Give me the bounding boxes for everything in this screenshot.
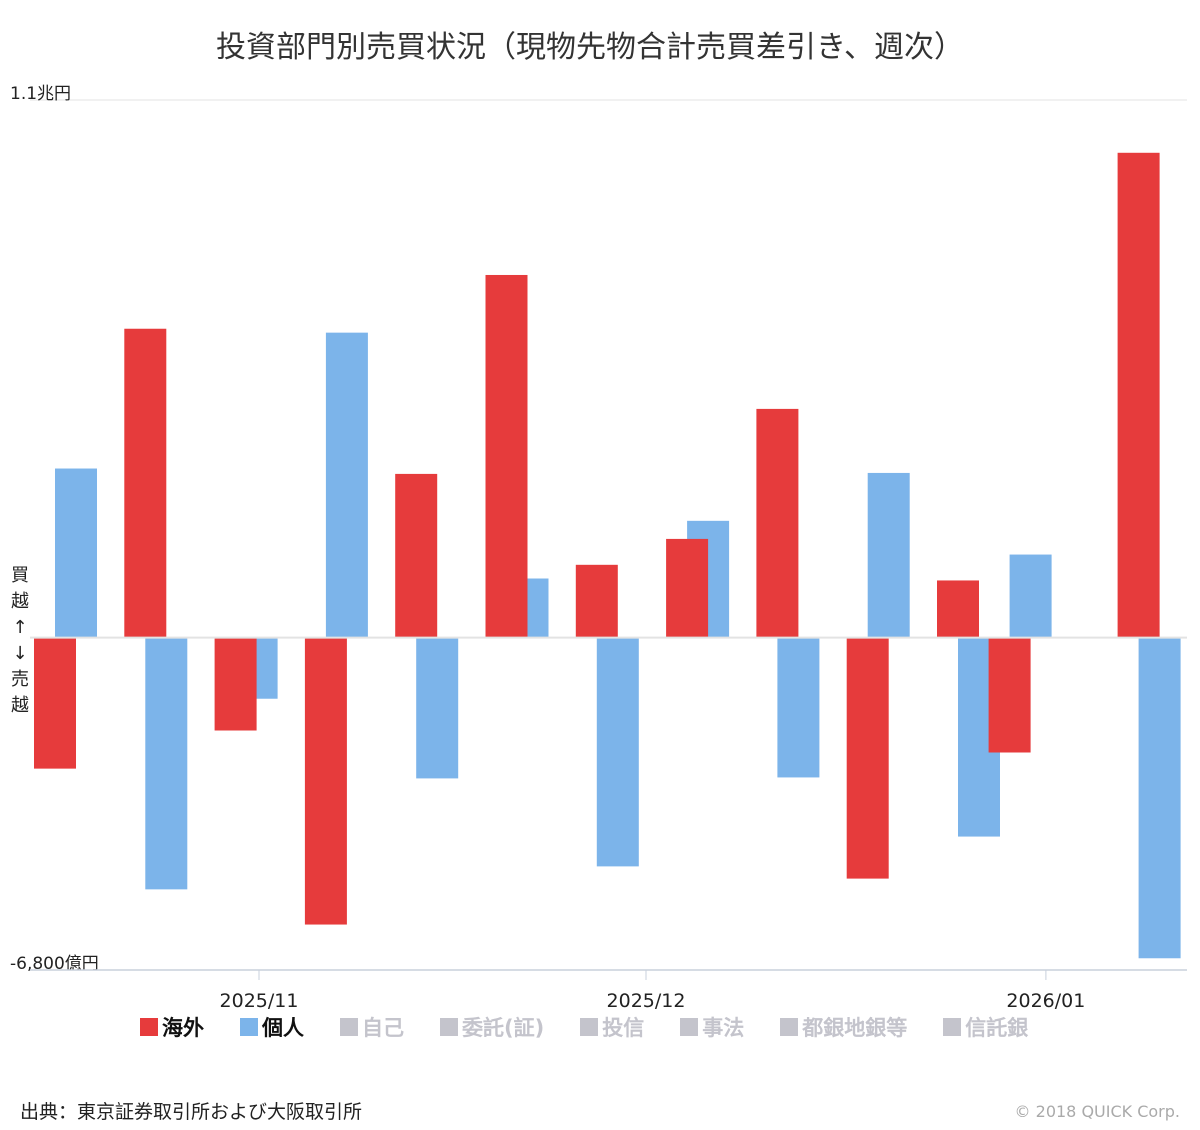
side-label-up: 越 xyxy=(11,591,29,612)
legend-label: 自己 xyxy=(362,1016,404,1040)
legend-label: 信託銀 xyxy=(965,1016,1029,1040)
bar-kaigai-2026-01-09[interactable] xyxy=(1117,152,1160,638)
x-ticks: 2025/11 2025/12 2026/01 xyxy=(220,970,1085,1012)
legend-label: 委託(証) xyxy=(462,1016,545,1040)
bar-kaigai-2025-12-12[interactable] xyxy=(756,408,799,638)
bar-kaigai-2025-10-31[interactable] xyxy=(214,637,257,731)
bar-kaigai-2025-11-07[interactable] xyxy=(304,637,347,925)
legend-item[interactable]: 都銀地銀等 xyxy=(780,1014,907,1040)
bar-kaigai-2025-11-14[interactable] xyxy=(395,473,438,638)
legend-label: 個人 xyxy=(262,1016,304,1040)
side-label-down: 越 xyxy=(11,695,29,716)
side-label-down: ↓ xyxy=(12,643,27,664)
x-tick-label: 2025/11 xyxy=(220,990,299,1012)
side-label-down: 売 xyxy=(11,669,29,690)
source-note: 出典：東京証券取引所および大阪取引所 xyxy=(20,1101,363,1123)
legend-item[interactable]: 委託(証) xyxy=(440,1014,544,1040)
legend-swatch xyxy=(340,1018,358,1036)
legend-label: 海外 xyxy=(162,1016,204,1040)
side-label-up: 買 xyxy=(11,565,29,586)
legend-item[interactable]: 事法 xyxy=(680,1014,744,1040)
bar-kojin-2025-12-30[interactable] xyxy=(1009,554,1052,638)
x-tick-label: 2025/12 xyxy=(607,990,686,1012)
bar-kaigai-2025-12-30[interactable] xyxy=(988,637,1031,753)
legend-swatch xyxy=(580,1018,599,1036)
bar-kojin-2025-11-14[interactable] xyxy=(416,637,459,779)
bar-kojin-2025-11-28[interactable] xyxy=(596,637,639,867)
x-tick-label: 2026/01 xyxy=(1006,990,1085,1012)
y-max-label: 1.1兆円 xyxy=(10,84,71,104)
legend-label: 事法 xyxy=(702,1016,745,1040)
bar-kojin-2025-10-24[interactable] xyxy=(145,637,188,890)
legend: 海外 個人 自己 委託(証) 投信 事法 都銀地銀等 信託銀 xyxy=(140,1014,1140,1040)
legend-item[interactable]: 海外 xyxy=(140,1014,204,1040)
legend-label: 都銀地銀等 xyxy=(802,1016,908,1040)
bar-kaigai-2025-12-19[interactable] xyxy=(846,637,889,879)
legend-swatch xyxy=(240,1018,258,1036)
legend-swatch xyxy=(943,1018,962,1036)
bar-kaigai-2025-11-28[interactable] xyxy=(575,564,618,638)
side-label: 買越↑↓売越 xyxy=(11,565,29,716)
bar-kaigai-2025-10-24[interactable] xyxy=(124,328,167,638)
bars xyxy=(34,152,1181,959)
legend-item[interactable]: 自己 xyxy=(340,1014,404,1040)
legend-label: 投信 xyxy=(602,1016,645,1040)
chart-title: 投資部門別売買状況（現物先物合計売買差引き、週次） xyxy=(216,30,964,65)
bar-kaigai-2025-11-21[interactable] xyxy=(485,274,528,638)
bar-kojin-2025-12-19[interactable] xyxy=(867,472,910,638)
legend-item[interactable]: 信託銀 xyxy=(943,1014,1028,1040)
legend-swatch xyxy=(140,1018,158,1036)
side-label-up: ↑ xyxy=(12,617,27,638)
legend-swatch xyxy=(440,1018,458,1036)
bar-kaigai-2025-12-05[interactable] xyxy=(666,538,709,638)
bar-kojin-2025-10-17[interactable] xyxy=(55,468,97,638)
copyright: © 2018 QUICK Corp. xyxy=(1014,1102,1180,1121)
legend-swatch xyxy=(780,1018,799,1036)
y-min-label: -6,800億円 xyxy=(10,954,99,974)
bar-kojin-2026-01-09[interactable] xyxy=(1138,637,1181,959)
bar-kojin-2025-12-12[interactable] xyxy=(777,637,820,778)
legend-item[interactable]: 投信 xyxy=(580,1014,644,1040)
bar-kojin-2025-11-07[interactable] xyxy=(325,332,368,638)
legend-swatch xyxy=(680,1018,699,1036)
bar-kaigai-2025-12-26[interactable] xyxy=(937,580,979,638)
bar-kaigai-2025-10-17[interactable] xyxy=(34,637,76,769)
legend-item[interactable]: 個人 xyxy=(240,1014,304,1040)
